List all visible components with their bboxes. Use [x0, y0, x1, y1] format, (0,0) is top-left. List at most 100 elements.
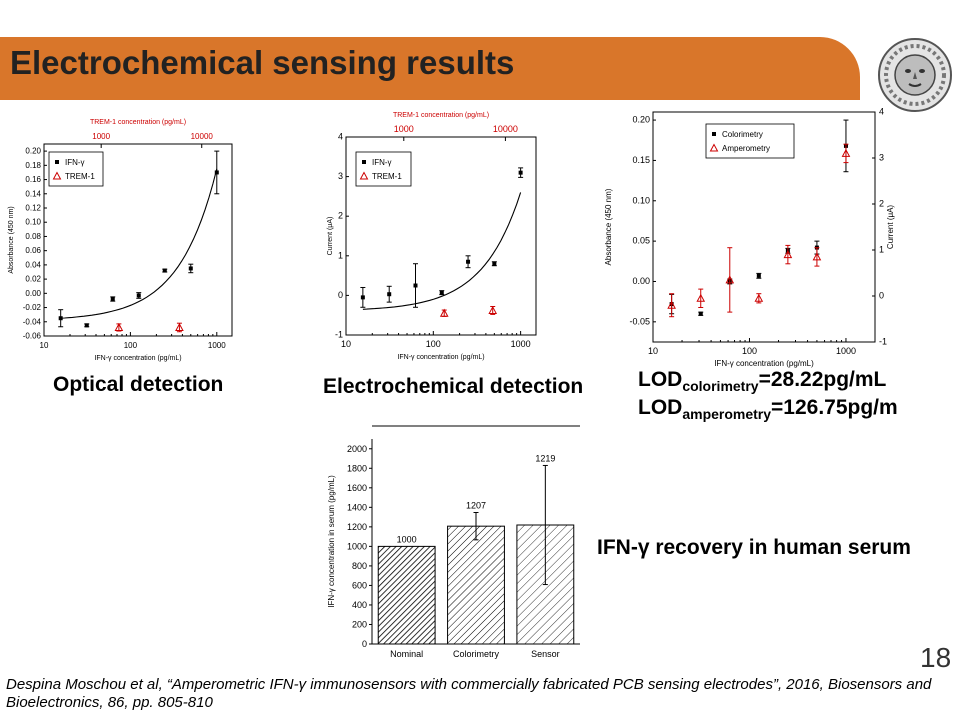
x2-axis-label: TREM-1 concentration (pg/mL): [90, 119, 186, 126]
y-tick-label: 0.15: [632, 155, 650, 165]
x2-axis-label: TREM-1 concentration (pg/mL): [393, 112, 489, 119]
y-tick-label: 0: [362, 639, 367, 649]
bar: [377, 545, 436, 645]
x-tick-label: 10: [40, 341, 49, 350]
x-tick-label: 100: [426, 339, 441, 349]
x-tick-label: Nominal: [390, 649, 423, 659]
x-tick-label: 10: [341, 339, 351, 349]
y-tick-label: -0.06: [23, 332, 42, 341]
data-point: [110, 297, 115, 302]
data-point: [136, 293, 141, 298]
data-point: [698, 311, 703, 316]
y-tick-label: 3: [338, 171, 343, 181]
legend-label: TREM-1: [65, 172, 95, 181]
electrochemical-detection-caption: Electrochemical detection: [323, 375, 584, 398]
data-point: [58, 316, 63, 321]
y-tick-label: 1200: [347, 522, 367, 532]
legend-marker: [359, 171, 369, 180]
y-tick-label: 1000: [347, 541, 367, 551]
y-tick-label: 0.10: [25, 218, 41, 227]
y-tick-label: 800: [352, 561, 367, 571]
y-tick-label: 600: [352, 580, 367, 590]
y-tick-label: 0.08: [25, 232, 41, 241]
y-tick-label: 0.20: [632, 115, 650, 125]
y-tick-label: 0: [338, 290, 343, 300]
y-tick-label: 0.02: [25, 275, 41, 284]
lod-colorimetry-prefix: LOD: [638, 368, 683, 391]
y-tick-label: -1: [335, 330, 343, 340]
medusa-head-logo: [878, 38, 952, 112]
data-point: [466, 259, 471, 264]
citation: Despina Moschou et al, “Amperometric IFN…: [6, 676, 932, 711]
y-tick-label: 0.12: [25, 204, 41, 213]
fit-curve: [60, 168, 218, 319]
plot-frame: [652, 111, 876, 343]
x-tick-label: 10: [648, 346, 658, 356]
legend-marker: [712, 132, 716, 136]
y-tick-label: 1600: [347, 483, 367, 493]
electrochemical-detection-chart: -1 0 1 2 3 4 10 100 1000 IFN-γ concentration (pg/…: [327, 112, 537, 361]
legend-label: IFN-γ: [65, 158, 85, 167]
optical-detection-chart: -0.06 -0.04 -0.02 0.00 0.02 0.04 0.06 0.08 0.10 0…: [8, 119, 233, 362]
legend-label: TREM-1: [372, 172, 402, 181]
data-point: [754, 293, 764, 302]
legend-marker: [362, 160, 366, 164]
serum-recovery-bar-chart: 0 200 400 600 800 1000 1200 1400 1600 1800 2000 IFN…: [327, 425, 580, 659]
y-axis-label: Absorbance (450 nm): [604, 188, 613, 265]
data-point: [387, 292, 392, 297]
optical-detection-caption: Optical detection: [53, 373, 224, 396]
x-tick-label: 100: [742, 346, 757, 356]
legend-marker: [52, 171, 62, 180]
lod-colorimetry: LODcolorimetry=28.22pg/mL: [638, 368, 886, 394]
x-tick-label: 1000: [208, 341, 226, 350]
data-point: [162, 268, 167, 273]
x-tick-label: Sensor: [531, 649, 560, 659]
y2-axis-label: Current (μA): [886, 205, 895, 250]
x-tick-label: Colorimetry: [453, 649, 500, 659]
y-tick-label: 0.20: [25, 147, 41, 156]
fit-curve: [362, 192, 522, 310]
y-tick-label: 0.16: [25, 175, 41, 184]
data-point: [841, 148, 851, 157]
bar-value-label: 1000: [397, 534, 417, 544]
lod-amperometry-value: =126.75pg/m: [771, 396, 898, 419]
y-tick-label: 2: [338, 211, 343, 221]
y-tick-label: 4: [338, 132, 343, 142]
y-tick-label: 0.00: [25, 289, 41, 298]
bar: [447, 525, 505, 645]
data-point: [756, 273, 761, 278]
y-tick-label: 1800: [347, 463, 367, 473]
data-point: [413, 283, 418, 288]
legend-marker: [709, 143, 719, 152]
y-tick-label: 0.04: [25, 260, 41, 269]
x-axis-label: IFN-γ concentration (pg/mL): [94, 355, 181, 362]
lod-amperometry-prefix: LOD: [638, 396, 683, 419]
plot-frame: [345, 136, 537, 336]
data-point: [667, 300, 676, 309]
data-point: [439, 290, 444, 295]
y2-tick-label: 2: [879, 199, 884, 209]
legend-label: Colorimetry: [722, 130, 763, 139]
y-tick-label: 0.18: [25, 161, 41, 170]
slide-title: Electrochemical sensing results: [10, 44, 515, 81]
data-point: [696, 293, 706, 302]
legend-box: [705, 123, 795, 159]
x-tick-label: 100: [124, 341, 138, 350]
data-point: [725, 275, 735, 284]
x2-tick-label: 10000: [493, 124, 518, 134]
x-axis-label: IFN-γ concentration (pg/mL): [397, 354, 484, 361]
y-axis-label: Absorbance (450 nm): [8, 206, 15, 273]
data-point: [214, 170, 219, 175]
y2-tick-label: -1: [879, 337, 887, 347]
title-bar: [0, 37, 860, 100]
serum-recovery-caption: IFN-γ recovery in human serum: [597, 536, 911, 559]
data-point: [518, 170, 523, 175]
y-tick-label: 0.05: [632, 236, 650, 246]
data-point: [783, 250, 793, 259]
y-tick-label: 1400: [347, 502, 367, 512]
legend-marker: [55, 160, 59, 164]
y2-tick-label: 1: [879, 245, 884, 255]
data-point: [175, 322, 184, 331]
page-number: 18: [920, 642, 952, 673]
x2-tick-label: 1000: [92, 132, 110, 141]
